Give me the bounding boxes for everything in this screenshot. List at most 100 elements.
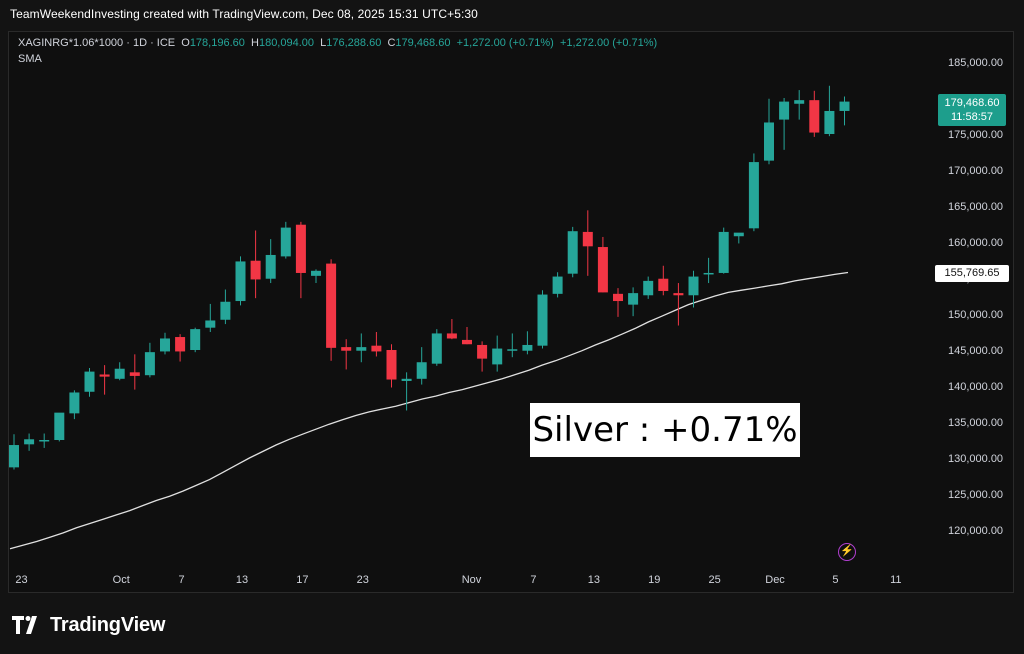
candle[interactable] (190, 327, 201, 353)
candle-body (69, 392, 80, 414)
candle[interactable] (582, 210, 593, 276)
x-tick-label: 11 (890, 574, 901, 586)
candle[interactable] (794, 90, 805, 120)
candle[interactable] (764, 98, 774, 165)
candle[interactable] (371, 332, 382, 357)
candle[interactable] (492, 335, 503, 372)
candle-body (326, 263, 337, 348)
candle[interactable] (597, 236, 608, 293)
candle[interactable] (779, 98, 790, 150)
candle-body (537, 294, 548, 346)
candle[interactable] (613, 288, 623, 317)
chart-credit: TeamWeekendInvesting created with Tradin… (10, 7, 478, 21)
candle-body (54, 412, 65, 440)
candle[interactable] (673, 283, 684, 326)
y-tick-label: 175,000.00 (948, 129, 1003, 141)
candle-body (613, 293, 623, 302)
candle-body (250, 260, 261, 280)
candle[interactable] (703, 257, 714, 284)
candle-body (205, 320, 216, 328)
candle[interactable] (643, 276, 654, 299)
candle-body (492, 348, 503, 365)
candle[interactable] (658, 265, 669, 296)
candle[interactable] (477, 341, 488, 372)
candle[interactable] (84, 368, 95, 397)
high-label: H (251, 37, 259, 49)
candle-body (824, 110, 835, 134)
candle[interactable] (326, 259, 337, 361)
candle[interactable] (175, 334, 186, 362)
x-tick-label: 7 (179, 574, 185, 586)
change-value-2: +1,272.00 (+0.71%) (559, 37, 658, 49)
candle[interactable] (9, 434, 19, 470)
candle[interactable] (39, 433, 50, 448)
change-value: +1,272.00 (+0.71%) (456, 37, 554, 49)
candle[interactable] (144, 342, 155, 378)
candle-body (748, 162, 759, 229)
candle[interactable] (295, 221, 306, 299)
x-tick-label: 13 (588, 574, 600, 586)
candle-body (265, 254, 276, 279)
candle-body (144, 352, 155, 376)
candle-body (764, 122, 774, 161)
y-tick-label: 140,000.00 (948, 381, 1003, 393)
candle[interactable] (824, 85, 835, 137)
candle-body (114, 368, 125, 379)
candle[interactable] (507, 333, 518, 358)
candle[interactable] (628, 287, 639, 317)
candle-body (99, 374, 110, 377)
candle-body (839, 101, 850, 111)
tradingview-brand: TradingView (12, 612, 165, 638)
candle-body (552, 276, 563, 294)
candle[interactable] (809, 90, 820, 137)
candle[interactable] (69, 390, 80, 420)
y-tick-label: 185,000.00 (948, 57, 1003, 69)
sma-line[interactable] (9, 271, 849, 550)
candle-body (190, 329, 201, 350)
candle[interactable] (24, 433, 35, 451)
open-label: O (181, 37, 190, 49)
lightning-bolt-icon[interactable]: ⚡ (838, 543, 856, 561)
candle[interactable] (431, 329, 442, 366)
candle[interactable] (99, 365, 110, 395)
candle[interactable] (220, 289, 231, 325)
candle-body (84, 371, 95, 392)
candle[interactable] (235, 256, 246, 306)
candle[interactable] (54, 412, 65, 442)
candle[interactable] (839, 96, 850, 126)
candle[interactable] (416, 347, 427, 385)
candle[interactable] (160, 332, 170, 355)
candle[interactable] (129, 354, 140, 390)
candle[interactable] (280, 221, 291, 259)
candle-body (160, 338, 170, 352)
candle[interactable] (446, 319, 457, 340)
tradingview-logo-icon (12, 616, 37, 634)
candle[interactable] (265, 239, 276, 284)
candle[interactable] (386, 344, 397, 388)
x-tick-label: 7 (530, 574, 536, 586)
candle-body (416, 362, 427, 379)
chart-frame[interactable] (8, 31, 1014, 593)
low-value: 176,288.60 (326, 37, 382, 49)
y-tick-label: 135,000.00 (948, 417, 1003, 429)
candle[interactable] (567, 226, 578, 278)
sma-indicator-label[interactable]: SMA (18, 53, 42, 65)
candle[interactable] (114, 362, 125, 381)
candle[interactable] (537, 290, 548, 349)
candle-body (129, 372, 140, 376)
candle[interactable] (718, 227, 729, 274)
candle[interactable] (748, 153, 759, 232)
candle[interactable] (522, 331, 533, 355)
candle[interactable] (462, 326, 472, 345)
candle[interactable] (205, 303, 216, 332)
candle[interactable] (311, 269, 321, 284)
candle[interactable] (341, 339, 352, 370)
candle-body (628, 293, 639, 305)
candle[interactable] (552, 272, 563, 298)
candle[interactable] (401, 372, 412, 411)
candle[interactable] (356, 333, 367, 363)
candle[interactable] (733, 232, 744, 244)
candle[interactable] (688, 270, 699, 308)
candle[interactable] (250, 230, 261, 299)
